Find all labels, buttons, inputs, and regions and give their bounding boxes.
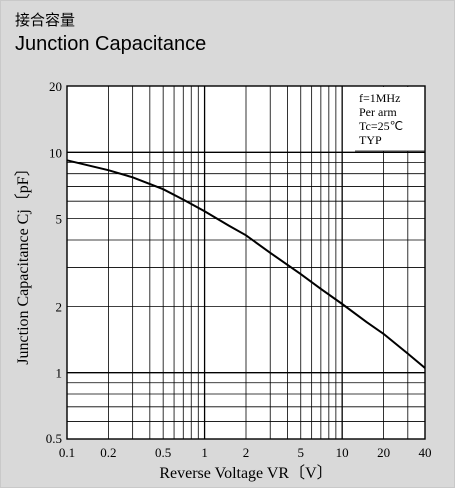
legend-box [355, 87, 424, 151]
legend-text: f=1MHz [359, 91, 400, 105]
x-axis-title: Reverse Voltage VR〔V〕 [159, 464, 332, 482]
x-tick-label: 40 [419, 445, 432, 460]
x-tick-label: 5 [297, 445, 304, 460]
legend-text: Per arm [359, 105, 397, 119]
y-tick-label: 20 [49, 79, 62, 94]
y-tick-label: 5 [56, 212, 63, 227]
x-tick-label: 20 [377, 445, 390, 460]
x-tick-label: 0.1 [59, 445, 75, 460]
plot-border [66, 85, 426, 440]
y-tick-label: 10 [49, 145, 62, 160]
y-tick-label: 2 [56, 299, 63, 314]
y-tick-label: 0.5 [46, 431, 62, 446]
title-japanese: 接合容量 [15, 11, 76, 29]
capacitance-curve [66, 159, 426, 369]
x-tick-label: 1 [201, 445, 208, 460]
x-tick-label: 10 [336, 445, 349, 460]
x-tick-label: 0.2 [100, 445, 116, 460]
y-tick-label: 1 [56, 366, 63, 381]
title-english: Junction Capacitance [15, 33, 207, 55]
legend-text: Tc=25℃ [359, 119, 403, 133]
x-tick-label: 0.5 [155, 445, 171, 460]
y-axis-title: Junction Capacitance Cj〔pF〕 [14, 160, 32, 364]
x-tick-label: 2 [243, 445, 250, 460]
legend-text: TYP [359, 133, 382, 147]
